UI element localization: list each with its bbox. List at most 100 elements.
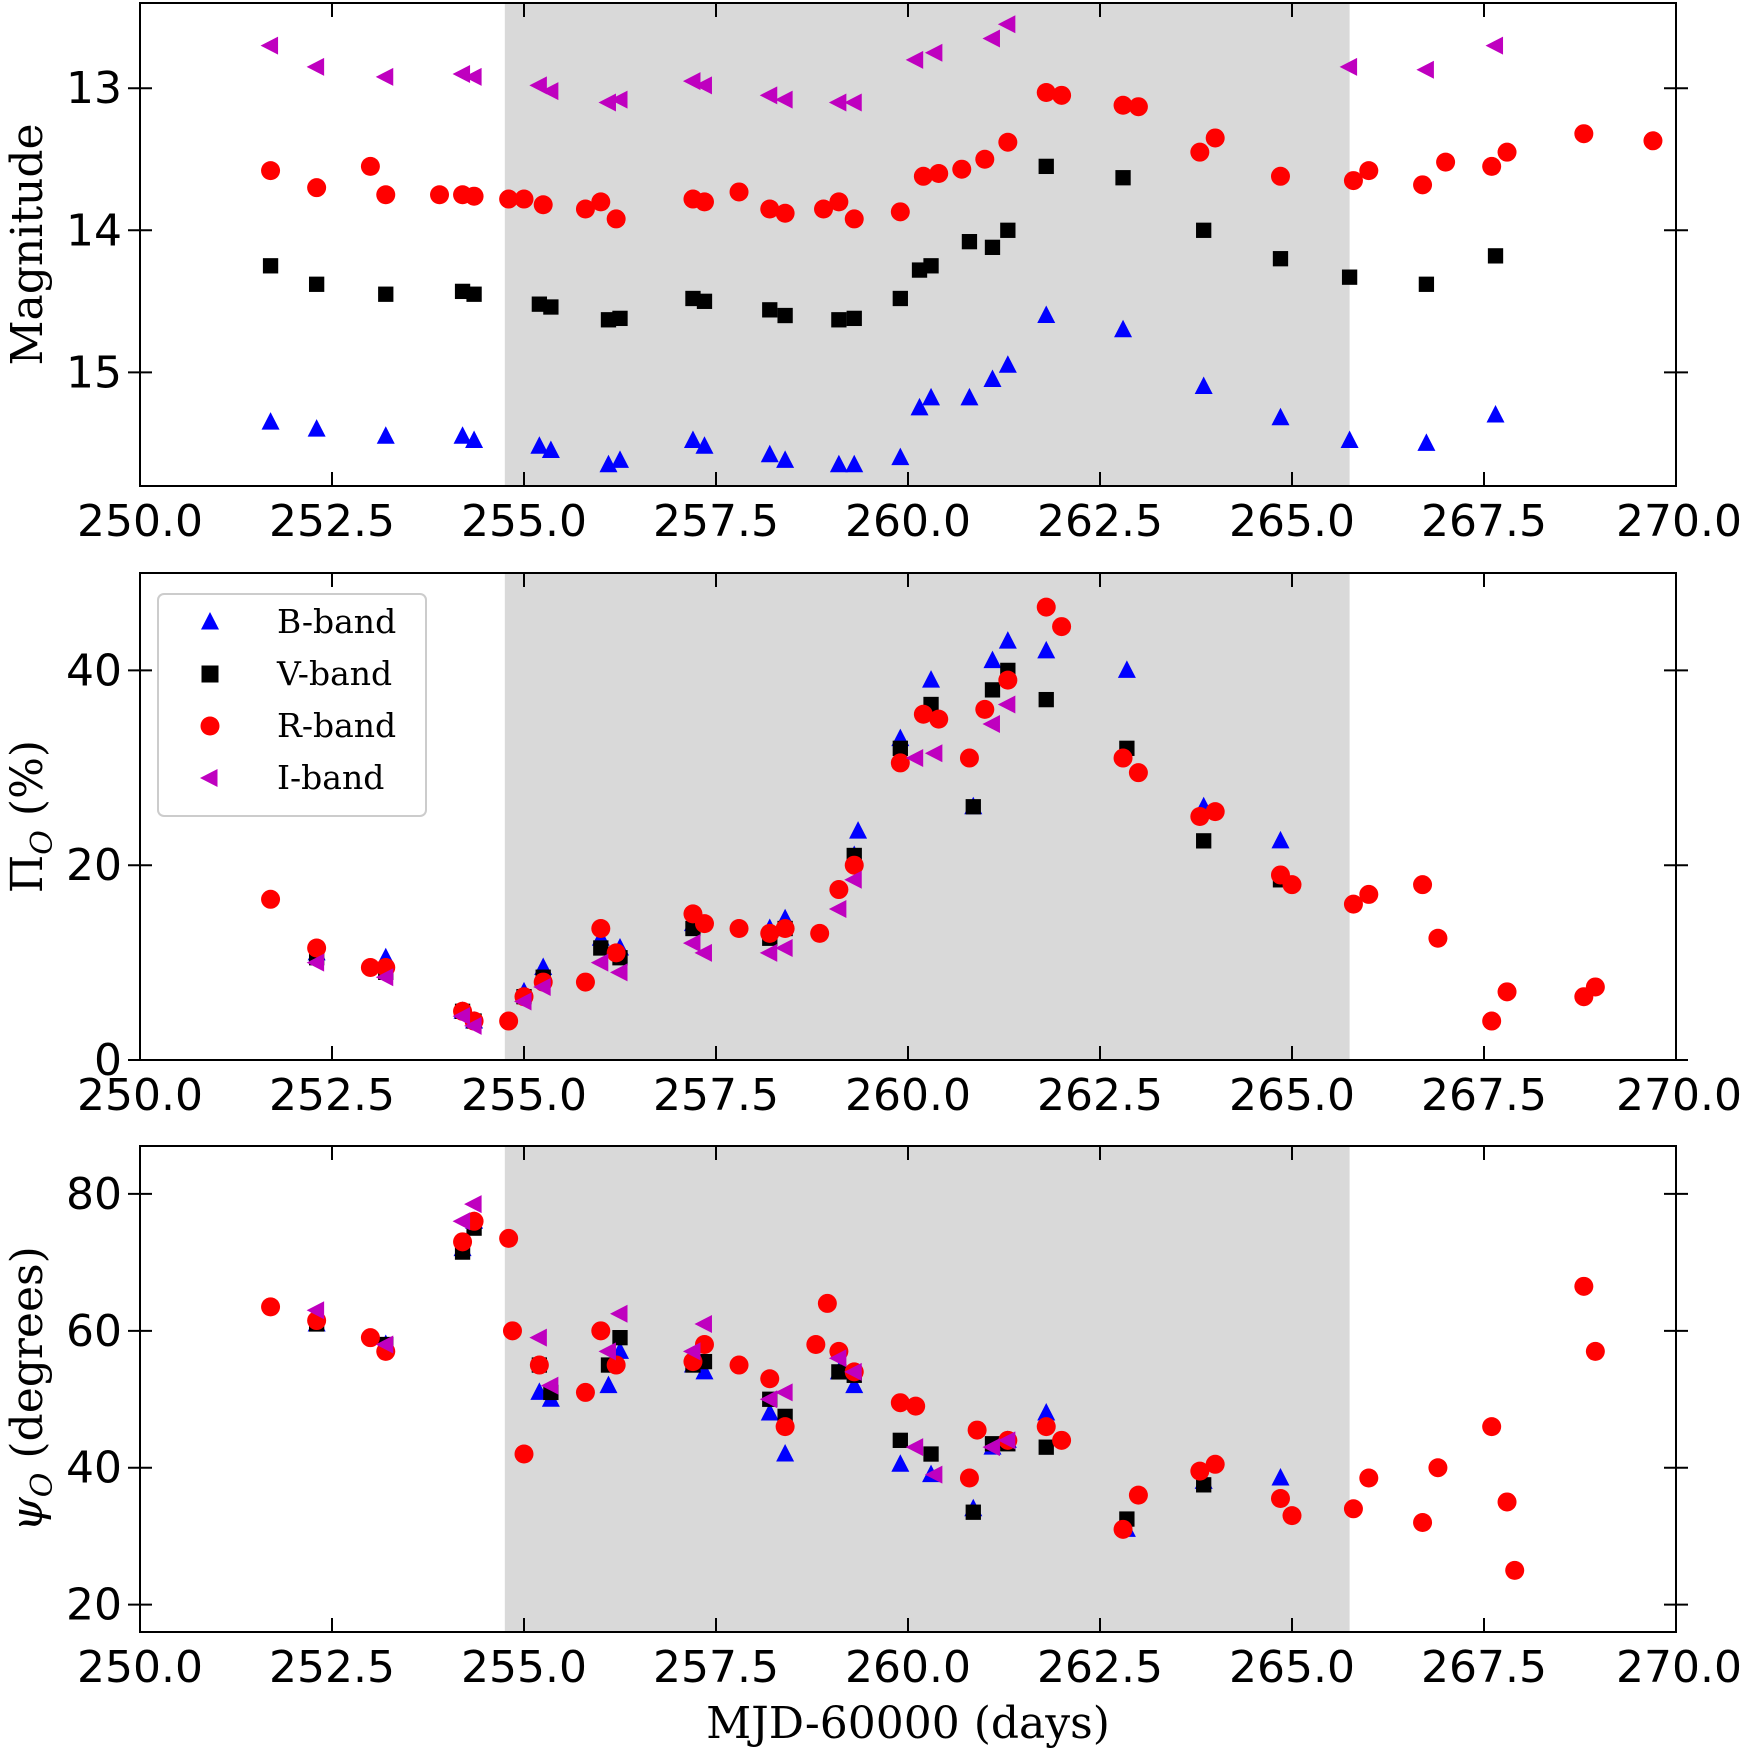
data-point-r-band bbox=[1270, 166, 1290, 186]
data-point-i-band bbox=[982, 1438, 1000, 1457]
data-point-b-band bbox=[910, 397, 929, 416]
data-point-b-band bbox=[776, 1444, 795, 1462]
data-point-r-band bbox=[1282, 875, 1302, 895]
data-point-v-band bbox=[1196, 222, 1212, 238]
data-point-v-band bbox=[892, 290, 908, 307]
data-point-b-band bbox=[1194, 376, 1213, 395]
data-point-r-band bbox=[760, 1369, 780, 1389]
data-point-i-band bbox=[598, 93, 616, 112]
panel-magnitude-ticks: 250.0 252.5 255.0 257.5 260.0 262.5 265.0 267.5… bbox=[66, 3, 1742, 547]
data-point-i-band bbox=[610, 963, 628, 982]
x-tick-label: 262.5 bbox=[1037, 496, 1163, 547]
data-point-b-band bbox=[683, 430, 702, 449]
ylabel-psi-symbol: ψ bbox=[2, 1497, 53, 1532]
data-point-v-band bbox=[600, 312, 617, 328]
data-point-v-band bbox=[892, 740, 908, 756]
data-point-v-band bbox=[1196, 833, 1212, 849]
data-point-v-band bbox=[1038, 158, 1054, 175]
data-point-i-band bbox=[306, 57, 325, 76]
panel-magnitude-frame bbox=[139, 2, 1677, 487]
legend-label-i-band: I-band bbox=[277, 758, 384, 797]
data-point-v-band bbox=[378, 286, 394, 302]
data-point-v-band bbox=[831, 1364, 847, 1380]
panel-angle-ticks: 250.0 252.5 255.0 257.5 260.0 262.5 265.0 267.5… bbox=[66, 1146, 1742, 1693]
data-point-r-band bbox=[929, 163, 949, 183]
data-point-v-band bbox=[762, 302, 778, 318]
data-point-r-band bbox=[913, 704, 933, 724]
x-tick-label: 252.5 bbox=[269, 1070, 395, 1121]
data-point-r-band bbox=[1643, 131, 1663, 151]
data-point-r-band bbox=[975, 149, 995, 169]
data-point-i-band bbox=[514, 992, 532, 1011]
data-point-r-band bbox=[1052, 85, 1072, 105]
data-point-v-band bbox=[892, 1432, 908, 1448]
data-point-i-band bbox=[844, 93, 862, 112]
data-point-r-band bbox=[1036, 82, 1056, 102]
y-tick-label: 40 bbox=[66, 645, 122, 696]
data-point-v-band bbox=[612, 310, 628, 327]
data-point-b-band bbox=[829, 454, 848, 473]
data-point-r-band bbox=[360, 1328, 380, 1348]
data-point-i-band bbox=[982, 29, 1000, 48]
data-point-r-band bbox=[529, 1355, 549, 1375]
data-point-r-band bbox=[1205, 128, 1225, 148]
data-point-r-band bbox=[1497, 142, 1517, 162]
ylabel-pi-symbol: Π bbox=[2, 855, 53, 893]
data-point-v-band bbox=[923, 1446, 939, 1462]
y-tick-label: 20 bbox=[66, 1580, 122, 1631]
data-point-r-band bbox=[890, 753, 910, 773]
data-point-r-band bbox=[575, 199, 595, 219]
legend-entry-r-band: R-band bbox=[200, 706, 396, 745]
legend-entry-i-band: I-band bbox=[200, 758, 384, 797]
data-point-r-band bbox=[261, 161, 281, 181]
panel-angle-frame bbox=[139, 1145, 1677, 1633]
data-point-r-band bbox=[1343, 171, 1363, 191]
series-b-band bbox=[261, 305, 1505, 473]
data-point-b-band bbox=[530, 436, 549, 454]
panel-magnitude-shaded-region bbox=[504, 3, 1350, 486]
data-point-b-band bbox=[1271, 407, 1290, 426]
y-tick-label: 80 bbox=[66, 1169, 122, 1220]
data-point-i-band bbox=[775, 938, 793, 957]
data-point-b-band bbox=[1117, 660, 1136, 678]
ylabel-psi-subscript: O bbox=[25, 1473, 60, 1498]
data-point-r-band bbox=[1482, 156, 1502, 176]
legend-marker-shape bbox=[201, 612, 219, 630]
data-point-v-band bbox=[593, 940, 609, 956]
x-tick-label: 265.0 bbox=[1229, 1642, 1355, 1693]
data-point-r-band bbox=[975, 699, 995, 719]
data-point-v-band bbox=[308, 276, 325, 292]
data-point-b-band bbox=[611, 450, 629, 468]
data-point-r-band bbox=[591, 192, 611, 212]
data-point-r-band bbox=[1052, 1430, 1072, 1450]
x-tick-label: 252.5 bbox=[269, 1642, 395, 1693]
x-tick-label: 270.0 bbox=[1616, 1070, 1742, 1121]
data-point-r-band bbox=[729, 919, 749, 939]
data-point-r-band bbox=[591, 919, 611, 939]
data-point-r-band bbox=[261, 889, 281, 909]
y-tick-label: 15 bbox=[66, 347, 122, 398]
data-point-v-band bbox=[1000, 222, 1016, 238]
data-point-r-band bbox=[890, 202, 910, 222]
legend-marker-shape bbox=[200, 716, 220, 736]
x-tick-label: 267.5 bbox=[1421, 1642, 1547, 1693]
x-tick-label: 270.0 bbox=[1616, 496, 1742, 547]
data-point-i-band bbox=[997, 15, 1016, 34]
data-point-i-band bbox=[775, 1383, 793, 1402]
data-point-r-band bbox=[533, 195, 553, 215]
x-tick-label: 257.5 bbox=[653, 1642, 779, 1693]
data-point-b-band bbox=[998, 355, 1017, 373]
legend-marker-i-band bbox=[200, 769, 218, 787]
data-point-r-band bbox=[775, 203, 795, 223]
data-point-r-band bbox=[890, 1393, 910, 1413]
legend-box bbox=[157, 593, 427, 817]
x-tick-label: 262.5 bbox=[1037, 1070, 1163, 1121]
data-point-r-band bbox=[499, 1228, 519, 1248]
data-point-b-band bbox=[695, 436, 714, 454]
legend-label-b-band: B-band bbox=[277, 602, 396, 641]
data-point-r-band bbox=[1359, 1468, 1379, 1488]
data-point-i-band bbox=[997, 1431, 1016, 1450]
data-point-i-band bbox=[452, 1212, 471, 1231]
data-point-r-band bbox=[307, 178, 327, 198]
data-point-v-band bbox=[984, 239, 1001, 255]
